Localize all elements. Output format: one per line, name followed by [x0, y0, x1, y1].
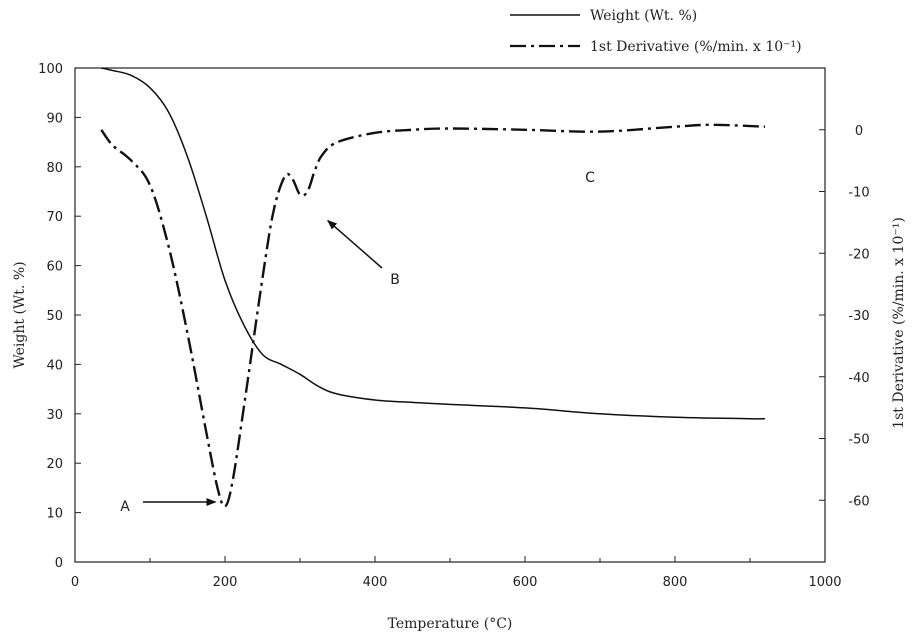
annotation-c-label: C	[585, 170, 595, 186]
y2-tick-label: 0	[855, 124, 863, 139]
y-tick-label: 50	[46, 309, 63, 324]
y-tick-label: 10	[46, 507, 63, 522]
y-tick-label: 0	[55, 556, 63, 571]
legend-weight-label: Weight (Wt. %)	[590, 8, 697, 24]
y-tick-label: 100	[38, 62, 63, 77]
y2-tick-label: -40	[848, 371, 869, 386]
series-layer	[100, 67, 766, 508]
legend-derivative-label: 1st Derivative (%/min. x 10⁻¹)	[590, 39, 802, 55]
y-tick-label: 60	[46, 260, 63, 275]
y2-tick-label: -10	[848, 186, 869, 201]
y2-tick-label: -60	[848, 494, 869, 509]
x-axis-title: Temperature (°C)	[388, 616, 513, 632]
derivative-series-line	[100, 123, 766, 508]
x-tick-label: 200	[213, 575, 238, 590]
y-tick-label: 20	[46, 457, 63, 472]
y2-tick-label: -30	[848, 309, 869, 324]
x-tick-label: 600	[513, 575, 538, 590]
x-tick-label: 1000	[808, 575, 841, 590]
y-tick-label: 30	[46, 408, 63, 423]
x-tick-label: 0	[71, 575, 79, 590]
annotation-a-label: A	[120, 499, 130, 515]
y2-tick-label: -20	[848, 247, 869, 262]
y-tick-label: 70	[46, 210, 63, 225]
y-tick-label: 90	[46, 111, 63, 126]
x-tick-label: 400	[363, 575, 388, 590]
y2-tick-label: -50	[848, 433, 869, 448]
y-axis-title: Weight (Wt. %)	[12, 261, 28, 368]
x-tick-label: 800	[663, 575, 688, 590]
y-tick-label: 40	[46, 358, 63, 373]
axes: 0 200 400 600 800 100001020304050607080901000…	[38, 62, 869, 590]
plot-frame	[74, 67, 826, 563]
legend: Weight (Wt. %) 1st Derivative (%/min. x 1…	[510, 8, 802, 55]
y2-axis-title: 1st Derivative (%/min. x 10⁻¹)	[891, 217, 907, 429]
annotation-b-label: B	[390, 272, 400, 288]
y-tick-label: 80	[46, 161, 63, 176]
weight-series-line	[101, 67, 766, 420]
annotation-b-arrow	[326, 219, 383, 269]
annotations: A B C	[120, 170, 595, 515]
